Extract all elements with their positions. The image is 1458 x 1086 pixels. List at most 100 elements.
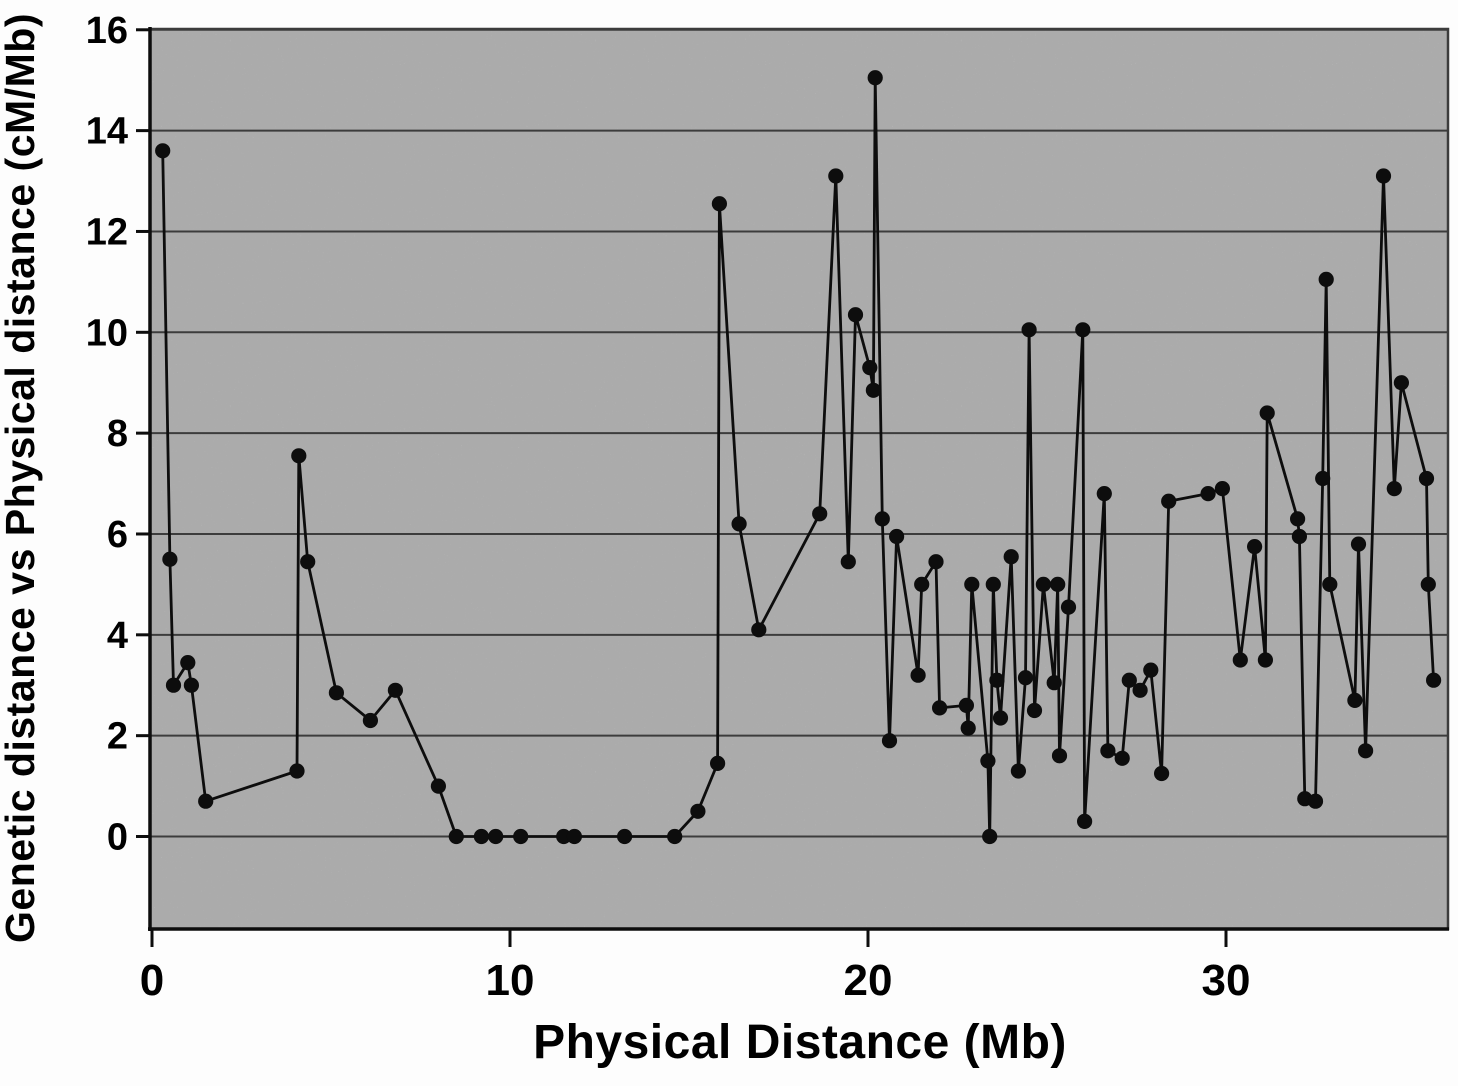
data-point-5 [198,793,214,809]
data-point-70 [1232,652,1248,668]
data-point-30 [862,360,878,376]
data-point-8 [300,554,316,570]
data-point-59 [1077,813,1093,830]
data-point-58 [1075,322,1091,338]
data-point-82 [1350,536,1367,552]
data-point-6 [289,763,305,779]
data-point-50 [1017,670,1034,686]
y-tick-label-6: 6 [107,514,128,556]
data-point-62 [1114,750,1130,766]
data-point-16 [513,828,529,845]
data-point-10 [362,712,378,729]
data-point-89 [1426,672,1442,688]
data-point-12 [430,778,446,794]
data-point-0 [155,143,171,159]
data-point-29 [847,307,864,323]
x-tick-label-20: 20 [844,956,893,1005]
data-point-18 [566,828,583,845]
data-point-17 [556,828,572,845]
data-point-23 [711,196,728,212]
data-point-40 [958,697,975,714]
data-point-65 [1143,662,1159,678]
y-tick-label-8: 8 [107,413,128,455]
data-point-71 [1247,539,1263,555]
data-point-20 [667,828,683,845]
data-point-36 [910,667,926,683]
data-point-68 [1200,486,1216,502]
data-point-49 [1010,763,1026,779]
data-point-2 [165,677,182,693]
data-point-14 [473,828,489,845]
data-point-73 [1259,405,1275,421]
plot-area [150,29,1448,929]
data-point-25 [751,622,767,638]
data-point-81 [1347,692,1363,709]
data-point-85 [1386,481,1402,497]
data-point-42 [964,576,980,593]
y-tick-label-2: 2 [107,716,128,758]
data-point-45 [985,576,1001,593]
x-tick-label-10: 10 [486,956,535,1005]
y-tick-label-14: 14 [86,111,128,153]
x-tick-label-30: 30 [1202,956,1251,1005]
data-point-64 [1132,682,1148,698]
data-point-9 [328,685,344,701]
data-point-39 [932,700,948,716]
data-point-15 [488,828,504,845]
data-point-46 [989,672,1005,688]
data-point-22 [710,755,726,772]
data-point-61 [1100,743,1116,759]
data-series [155,70,1442,845]
data-point-37 [914,576,930,593]
data-point-41 [960,720,976,736]
data-point-72 [1257,652,1273,668]
data-point-7 [291,448,307,464]
data-point-51 [1021,322,1037,338]
data-point-26 [812,506,828,522]
data-point-35 [889,528,905,545]
data-point-74 [1290,511,1306,527]
data-point-1 [162,551,178,567]
x-tick-label-0: 0 [140,956,164,1005]
data-point-31 [865,382,882,398]
y-axis-title: Genetic distance vs Physical distance (c… [0,13,43,943]
data-point-3 [180,655,196,671]
data-point-56 [1051,748,1068,764]
data-point-47 [992,710,1009,726]
data-point-19 [617,828,633,845]
data-point-27 [828,168,844,184]
data-point-4 [183,677,199,693]
data-point-83 [1358,743,1374,759]
data-point-67 [1161,493,1177,509]
data-point-21 [690,803,706,819]
data-point-63 [1121,672,1137,688]
data-point-28 [840,554,856,570]
data-point-32 [867,70,883,86]
data-point-44 [982,828,998,845]
data-point-79 [1318,271,1334,287]
data-point-11 [387,682,403,698]
data-point-75 [1291,528,1307,545]
data-point-69 [1214,481,1230,497]
data-point-84 [1375,168,1392,184]
data-point-57 [1060,599,1077,615]
data-point-60 [1096,486,1112,502]
data-point-87 [1418,470,1435,487]
data-point-77 [1307,793,1324,809]
scan-grain-texture [150,29,1448,929]
data-point-33 [874,511,890,527]
data-point-13 [448,828,464,845]
plot-frame [148,27,1450,931]
y-tick-label-16: 16 [86,10,128,52]
y-tick-label-12: 12 [86,211,128,253]
y-tick-label-0: 0 [107,817,128,859]
data-point-52 [1026,702,1043,719]
data-point-80 [1322,576,1338,593]
data-point-24 [731,516,747,532]
data-point-34 [881,733,898,749]
y-tick-label-10: 10 [86,312,128,354]
data-point-54 [1046,675,1062,691]
data-point-66 [1154,765,1170,782]
